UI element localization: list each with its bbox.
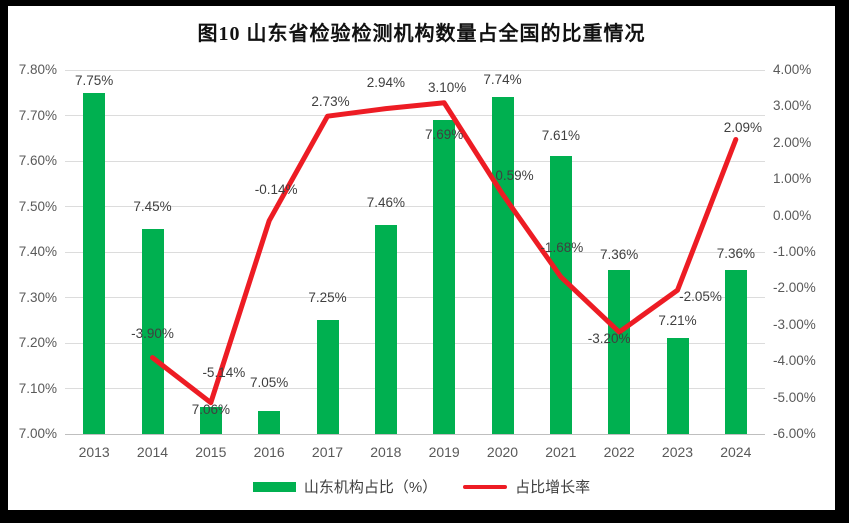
right-axis-tick-label: -4.00% bbox=[773, 353, 816, 369]
line-point-label: -2.05% bbox=[679, 289, 722, 305]
bar-value-label: 7.36% bbox=[600, 247, 639, 263]
left-axis-tick-label: 7.10% bbox=[18, 380, 57, 396]
line-point-label: 0.59% bbox=[495, 168, 534, 184]
left-axis-tick-label: 7.30% bbox=[18, 289, 57, 305]
x-axis-label: 2015 bbox=[195, 444, 227, 460]
right-axis-tick-label: 4.00% bbox=[773, 62, 812, 77]
x-axis-label: 2023 bbox=[661, 444, 694, 460]
right-axis-tick-label: 0.00% bbox=[773, 207, 812, 223]
bar bbox=[433, 120, 456, 434]
x-axis-label: 2020 bbox=[486, 444, 519, 460]
legend-item-line: 占比增长率 bbox=[463, 476, 590, 497]
right-axis-tick-label: -6.00% bbox=[773, 426, 816, 441]
gridline bbox=[65, 342, 765, 344]
x-axis-label: 2024 bbox=[720, 444, 752, 460]
bar-value-label: 7.25% bbox=[308, 290, 347, 306]
growth-rate-line bbox=[150, 100, 739, 406]
x-axis-label: 2018 bbox=[370, 444, 402, 460]
bar-value-label: 7.06% bbox=[191, 401, 230, 417]
line-series-swatch bbox=[463, 484, 508, 489]
bar bbox=[374, 224, 397, 434]
x-axis-label: 2022 bbox=[603, 444, 635, 460]
x-axis-label: 2019 bbox=[428, 444, 460, 460]
right-axis-tick-label: -3.00% bbox=[773, 316, 816, 332]
line-point-label: -0.14% bbox=[254, 181, 298, 197]
left-axis-tick-label: 7.00% bbox=[18, 426, 57, 441]
line-point-label: 3.10% bbox=[428, 79, 467, 95]
bar bbox=[316, 320, 339, 434]
left-axis-tick-label: 7.50% bbox=[18, 198, 57, 214]
bar-value-label: 7.61% bbox=[541, 128, 580, 144]
bar-value-label: 7.75% bbox=[75, 72, 114, 88]
x-axis-label: 2017 bbox=[311, 444, 344, 460]
gridline bbox=[65, 251, 765, 253]
bar-value-label: 7.05% bbox=[250, 375, 289, 391]
line-point-label: 2.09% bbox=[723, 119, 762, 135]
line-point-label: -3.20% bbox=[587, 331, 631, 347]
left-axis-tick-label: 7.20% bbox=[18, 335, 57, 350]
gridline bbox=[65, 388, 765, 389]
gridline bbox=[65, 160, 765, 162]
gridline bbox=[65, 433, 765, 435]
x-axis-label: 2014 bbox=[136, 444, 169, 460]
plot-area: 7.80% 7.70% 7.60% 7.50% 7.40% 7.30% 7.20% 7.10%… bbox=[8, 6, 835, 510]
right-axis-tick-label: 1.00% bbox=[773, 171, 812, 187]
gridline bbox=[65, 115, 765, 116]
chart-title: 图10 山东省检验检测机构数量占全国的比重情况 bbox=[197, 23, 646, 45]
right-axis-tick-label: -2.00% bbox=[773, 280, 816, 296]
bar-value-label: 7.36% bbox=[716, 246, 755, 262]
legend-item-bars: 山东机构占比（%） bbox=[252, 476, 438, 497]
left-axis-tick-label: 7.80% bbox=[18, 62, 57, 77]
bar bbox=[724, 270, 747, 434]
bar-value-label: 7.45% bbox=[133, 199, 172, 215]
left-axis-tick-label: 7.60% bbox=[18, 153, 57, 168]
left-axis-tick-label: 7.70% bbox=[18, 107, 57, 123]
line-point-label: -5.14% bbox=[202, 364, 246, 380]
bar bbox=[666, 338, 689, 434]
x-axis-label: 2021 bbox=[545, 444, 577, 460]
right-axis-tick-label: -5.00% bbox=[773, 389, 816, 405]
right-axis-tick-label: -1.00% bbox=[773, 244, 816, 259]
line-point-label: 2.94% bbox=[366, 74, 405, 90]
bar-value-label: 7.21% bbox=[658, 313, 697, 329]
bar-value-label: 7.74% bbox=[483, 72, 522, 88]
growth-rate-line-layer bbox=[150, 100, 739, 406]
figure-canvas: 图10 山东省检验检测机构数量占全国的比重情况 7.80% 7.70% 7.60% 7… bbox=[8, 6, 835, 510]
gridline bbox=[65, 69, 765, 71]
legend-label-bars: 山东机构占比（%） bbox=[303, 479, 438, 496]
bar bbox=[199, 406, 222, 434]
bar bbox=[141, 229, 164, 434]
line-point-label: -3.90% bbox=[131, 325, 174, 341]
bar-value-label: 7.46% bbox=[366, 194, 405, 210]
bar bbox=[258, 411, 281, 434]
bar bbox=[608, 270, 631, 434]
line-point-label: 2.73% bbox=[311, 94, 350, 110]
left-axis-tick-label: 7.40% bbox=[18, 244, 57, 259]
line-point-label: -1.68% bbox=[540, 239, 584, 255]
bar-value-label: 7.69% bbox=[425, 127, 464, 143]
x-axis-label: 2016 bbox=[253, 444, 285, 460]
gridline bbox=[65, 297, 765, 298]
bar bbox=[83, 92, 106, 434]
right-axis-tick-label: 3.00% bbox=[773, 98, 812, 114]
chart-legend: 山东机构占比（%） 占比增长率 bbox=[8, 476, 835, 497]
bar bbox=[549, 156, 572, 434]
x-axis-label: 2013 bbox=[78, 444, 110, 460]
right-axis-tick-label: 2.00% bbox=[773, 134, 812, 150]
gridline bbox=[65, 206, 765, 207]
bar-series-swatch bbox=[252, 481, 296, 492]
legend-label-line: 占比增长率 bbox=[515, 479, 591, 496]
